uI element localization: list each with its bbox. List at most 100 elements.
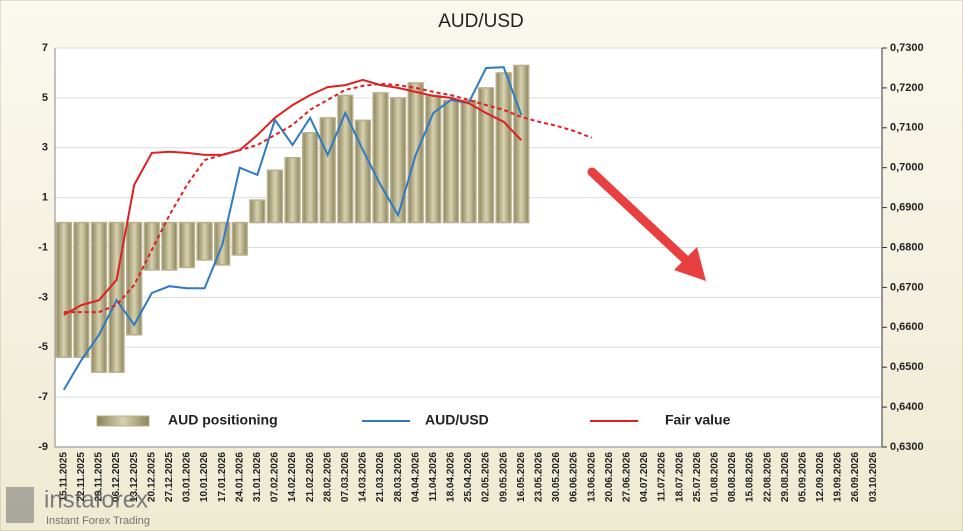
- x-tick-label: 19.09.2026: [833, 452, 844, 502]
- y-tick-label: 3: [42, 142, 48, 154]
- bar: [178, 221, 196, 269]
- watermark-tagline: Instant Forex Trading: [46, 515, 150, 527]
- y2-tick-label: 0,6900: [890, 202, 924, 214]
- y2-tick-label: 0,7000: [890, 162, 924, 174]
- x-tick-label: 17.01.2026: [217, 452, 228, 502]
- legend-swatch: [96, 415, 150, 427]
- bar: [231, 221, 248, 256]
- x-tick-label: 28.03.2026: [393, 452, 404, 502]
- x-tick-label: 22.08.2026: [762, 452, 773, 502]
- bar: [249, 199, 266, 224]
- x-tick-label: 23.05.2026: [534, 452, 545, 502]
- y2-tick-label: 0,6500: [890, 361, 924, 373]
- y-tick-label: 1: [42, 192, 48, 204]
- bar: [495, 72, 512, 224]
- bar: [126, 221, 143, 336]
- x-tick-label: 29.08.2026: [780, 452, 791, 502]
- y2-tick-label: 0,6600: [890, 321, 924, 333]
- x-tick-label: 15.08.2026: [745, 452, 756, 502]
- y-tick-label: -5: [38, 341, 48, 353]
- watermark: instaforex Instant Forex Trading: [6, 486, 150, 527]
- x-tick-label: 28.02.2026: [322, 452, 333, 502]
- x-tick-label: 05.09.2026: [797, 452, 808, 502]
- x-tick-label: 31.01.2026: [252, 452, 263, 502]
- watermark-brand: instaforex: [44, 486, 148, 513]
- y2-tick-label: 0,7100: [890, 122, 924, 134]
- y2-tick-label: 0,6400: [890, 401, 924, 413]
- x-tick-label: 07.03.2026: [340, 452, 351, 502]
- x-tick-label: 15.11.2025: [58, 452, 69, 502]
- y2-tick-label: 0,6800: [890, 241, 924, 253]
- bar: [73, 221, 90, 358]
- bar: [442, 99, 460, 224]
- x-tick-label: 08.08.2026: [727, 452, 738, 502]
- x-tick-label: 03.01.2026: [182, 452, 193, 502]
- bar: [266, 169, 284, 224]
- trend-arrow: [587, 167, 706, 281]
- x-tick-label: 02.05.2026: [481, 452, 492, 502]
- x-tick-label: 11.07.2026: [657, 452, 668, 502]
- y-tick-label: 5: [42, 92, 48, 104]
- y-tick-label: -1: [38, 241, 48, 253]
- watermark-logo: [6, 487, 34, 523]
- arrow-head: [674, 247, 706, 281]
- y-tick-label: -3: [38, 291, 48, 303]
- bar: [55, 221, 72, 358]
- x-tick-label: 01.08.2026: [709, 452, 720, 502]
- x-tick-label: 20.06.2026: [604, 452, 615, 502]
- arrow-shaft: [587, 167, 693, 267]
- x-tick-label: 11.04.2026: [428, 452, 439, 502]
- x-tick-label: 13.06.2026: [586, 452, 597, 502]
- x-tick-label: 04.04.2026: [410, 452, 421, 502]
- y-tick-label: -7: [38, 391, 48, 403]
- bar: [460, 99, 477, 224]
- bar: [389, 97, 407, 224]
- line: [63, 78, 523, 316]
- x-tick-label: 21.02.2026: [305, 452, 316, 502]
- chart-title: AUD/USD: [438, 11, 524, 32]
- x-tick-label: 25.04.2026: [463, 452, 474, 502]
- x-tick-label: 13.12.2025: [129, 452, 140, 502]
- legend-label: AUD/USD: [425, 412, 489, 428]
- line: [62, 66, 523, 391]
- bar: [90, 221, 108, 373]
- x-tick-label: 18.07.2026: [674, 452, 685, 502]
- x-tick-label: 20.12.2025: [146, 452, 157, 502]
- y2-tick-label: 0,6300: [890, 441, 924, 453]
- x-tick-label: 03.10.2026: [868, 452, 879, 502]
- bar: [161, 221, 178, 271]
- bar: [196, 221, 213, 261]
- x-tick-label: 24.01.2026: [234, 452, 245, 502]
- x-tick-label: 09.05.2026: [498, 452, 509, 502]
- x-tick-label: 26.09.2026: [850, 452, 861, 502]
- y2-tick-label: 0,7300: [890, 42, 924, 54]
- x-tick-label: 27.12.2025: [164, 452, 175, 502]
- x-tick-label: 07.02.2026: [270, 452, 281, 502]
- x-tick-label: 06.06.2026: [569, 452, 580, 502]
- legend-label: Fair value: [665, 412, 731, 428]
- bar: [143, 221, 160, 271]
- x-tick-label: 10.01.2026: [199, 452, 210, 502]
- bar: [477, 87, 495, 224]
- y2-tick-label: 0,7200: [890, 82, 924, 94]
- x-tick-label: 06.12.2025: [111, 452, 122, 502]
- x-tick-label: 12.09.2026: [815, 452, 826, 502]
- x-tick-label: 25.07.2026: [692, 452, 703, 502]
- x-tick-label: 18.04.2026: [446, 452, 457, 502]
- x-tick-label: 30.05.2026: [551, 452, 562, 502]
- x-tick-label: 16.05.2026: [516, 452, 527, 502]
- bar: [337, 94, 354, 224]
- bar: [301, 132, 319, 224]
- legend-label: AUD positioning: [168, 412, 278, 428]
- x-tick-label: 27.06.2026: [622, 452, 633, 502]
- y-tick-label: -9: [38, 441, 48, 453]
- line: [63, 82, 593, 314]
- bar: [513, 64, 530, 224]
- x-tick-label: 29.11.2025: [94, 452, 105, 502]
- x-tick-label: 14.02.2026: [287, 452, 298, 502]
- bar: [284, 156, 301, 224]
- y-tick-label: 7: [42, 42, 48, 54]
- bar: [372, 92, 389, 224]
- x-tick-label: 21.03.2026: [375, 452, 386, 502]
